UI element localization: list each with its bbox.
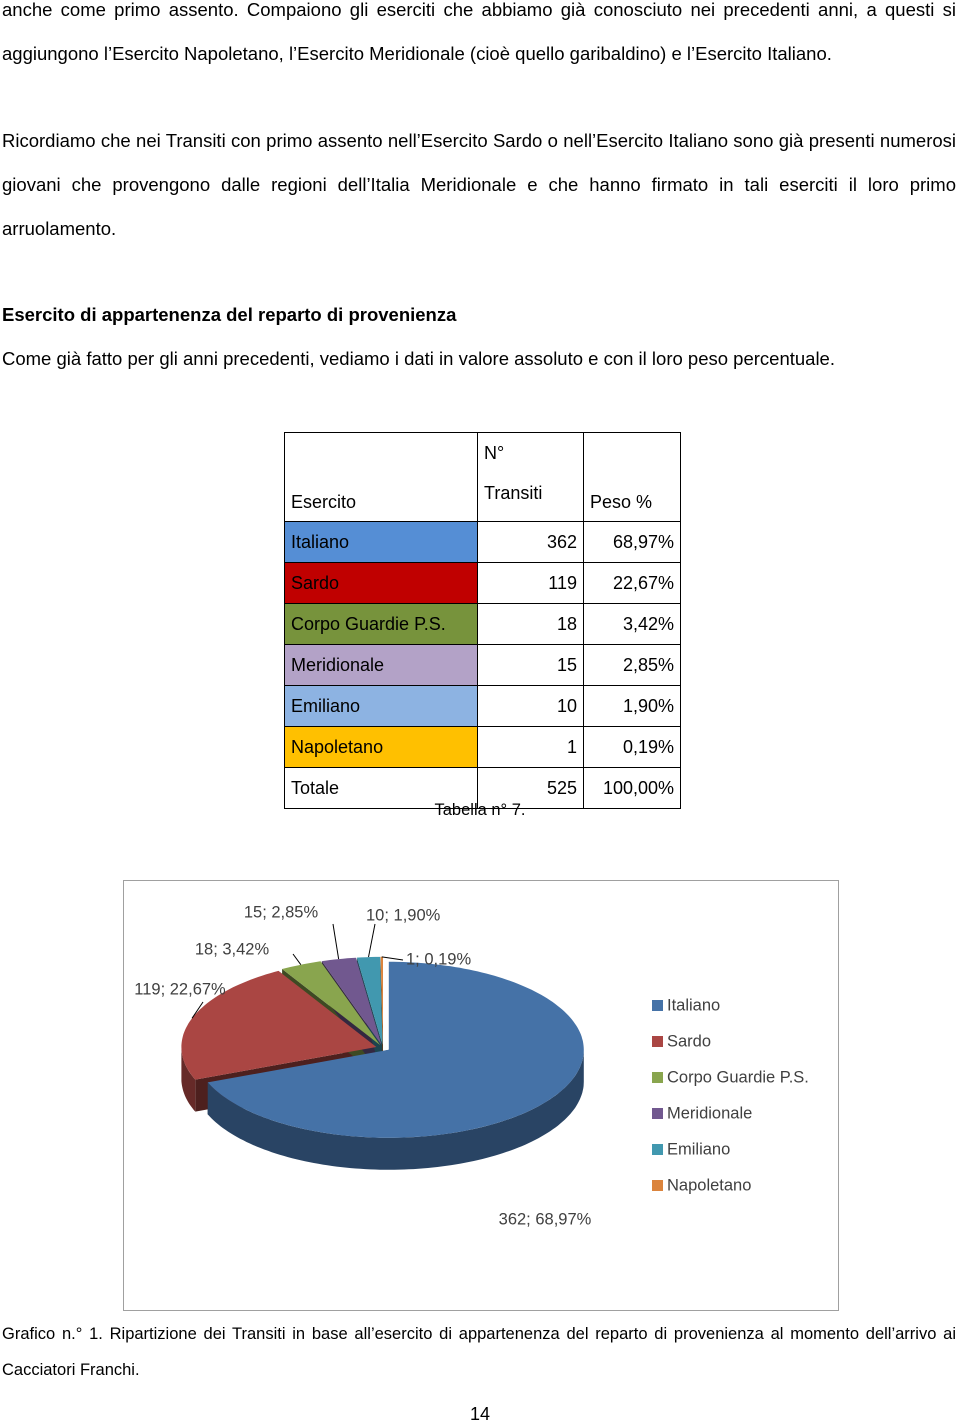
table-row: Corpo Guardie P.S. 18 3,42% [284, 603, 681, 645]
table-cell: Corpo Guardie P.S. [284, 603, 478, 645]
legend-swatch [652, 1180, 663, 1191]
table-cell: 0,19% [583, 726, 681, 768]
table-cell: 1 [477, 726, 584, 768]
table-cell: Sardo [284, 562, 478, 604]
slice-wall [380, 956, 383, 1077]
leader-line [191, 1001, 204, 1019]
legend-label: Meridionale [667, 1104, 752, 1122]
slice-side [207, 1049, 584, 1170]
table-cell: 18 [477, 603, 584, 645]
header-text: Peso % [590, 492, 653, 512]
slice-side [181, 1047, 196, 1112]
page-number: 14 [469, 1404, 491, 1424]
table-cell: Meridionale [284, 644, 478, 686]
legend-label: Sardo [667, 1032, 711, 1050]
paragraph: Come già fatto per gli anni precedenti, … [2, 348, 835, 369]
heading: Esercito di appartenenza del reparto di … [2, 304, 457, 325]
table-row: Italiano 362 68,97% [284, 521, 681, 563]
table-cell: 22,67% [583, 562, 681, 604]
data-label: 18; 3,42% [195, 940, 270, 958]
legend-swatch [652, 1000, 663, 1011]
paragraph: anche come primo assento. Compaiono gli … [2, 0, 956, 64]
slice [181, 970, 377, 1080]
pie-chart: 362; 68,97% 119; 22,67% 18; 3,42% 15; 2,85%… [123, 880, 839, 1311]
table-caption: Tabella n° 7. [434, 801, 526, 819]
header-cell: Esercito [284, 432, 478, 522]
header-cell: N° Transiti [477, 432, 584, 522]
slice [282, 961, 381, 1046]
data-table: Esercito N° Transiti Peso % Italiano 362 68,9… [284, 432, 681, 809]
data-label: 1; 0,19% [406, 950, 471, 968]
legend-label: Napoletano [667, 1176, 751, 1194]
header-cell: Peso % [583, 432, 681, 522]
table-row: Emiliano 10 1,90% [284, 685, 681, 727]
slice [321, 957, 382, 1045]
table-cell: 119 [477, 562, 584, 604]
figure-caption: Grafico n.° 1. Ripartizione dei Transiti… [2, 1325, 956, 1379]
leader-line [381, 956, 404, 961]
leader-line [368, 923, 376, 958]
data-label: 362; 68,97% [499, 1210, 592, 1228]
table-cell: 3,42% [583, 603, 681, 645]
table-cell: 1,90% [583, 685, 681, 727]
table-cell: 2,85% [583, 644, 681, 686]
data-label: 10; 1,90% [366, 906, 441, 924]
table-cell: 10 [477, 685, 584, 727]
data-label: 119; 22,67% [134, 980, 226, 998]
table-cell: 15 [477, 644, 584, 686]
legend-swatch [652, 1108, 663, 1119]
slice [207, 961, 584, 1138]
leader-line [332, 923, 340, 960]
table-row: Meridionale 15 2,85% [284, 644, 681, 686]
legend-swatch [652, 1036, 663, 1047]
table-row: Sardo 119 22,67% [284, 562, 681, 604]
legend-swatch [652, 1072, 663, 1083]
legend-label: Italiano [667, 996, 720, 1014]
legend-label: Emiliano [667, 1140, 730, 1158]
legend-label: Corpo Guardie P.S. [667, 1068, 809, 1086]
legend-swatch [652, 1144, 663, 1155]
slice [380, 956, 383, 1045]
table-cell: 100,00% [583, 767, 681, 809]
table-cell: 68,97% [583, 521, 681, 563]
table-cell: 362 [477, 521, 584, 563]
slice [356, 956, 383, 1045]
table-header: Esercito N° Transiti Peso % [284, 432, 681, 522]
table-cell: Totale [284, 767, 478, 809]
data-label: 15; 2,85% [244, 903, 319, 921]
table-cell: Emiliano [284, 685, 478, 727]
table-cell: 525 [477, 767, 584, 809]
table-cell: Italiano [284, 521, 478, 563]
paragraph: Ricordiamo che nei Transiti con primo as… [2, 130, 956, 239]
leader-line [292, 953, 302, 966]
table-cell: Napoletano [284, 726, 478, 768]
table-row: Totale 525 100,00% [284, 767, 681, 809]
header-text: Esercito [291, 492, 357, 512]
header-text: N° Transiti [484, 443, 543, 503]
table-row: Napoletano 1 0,19% [284, 726, 681, 768]
